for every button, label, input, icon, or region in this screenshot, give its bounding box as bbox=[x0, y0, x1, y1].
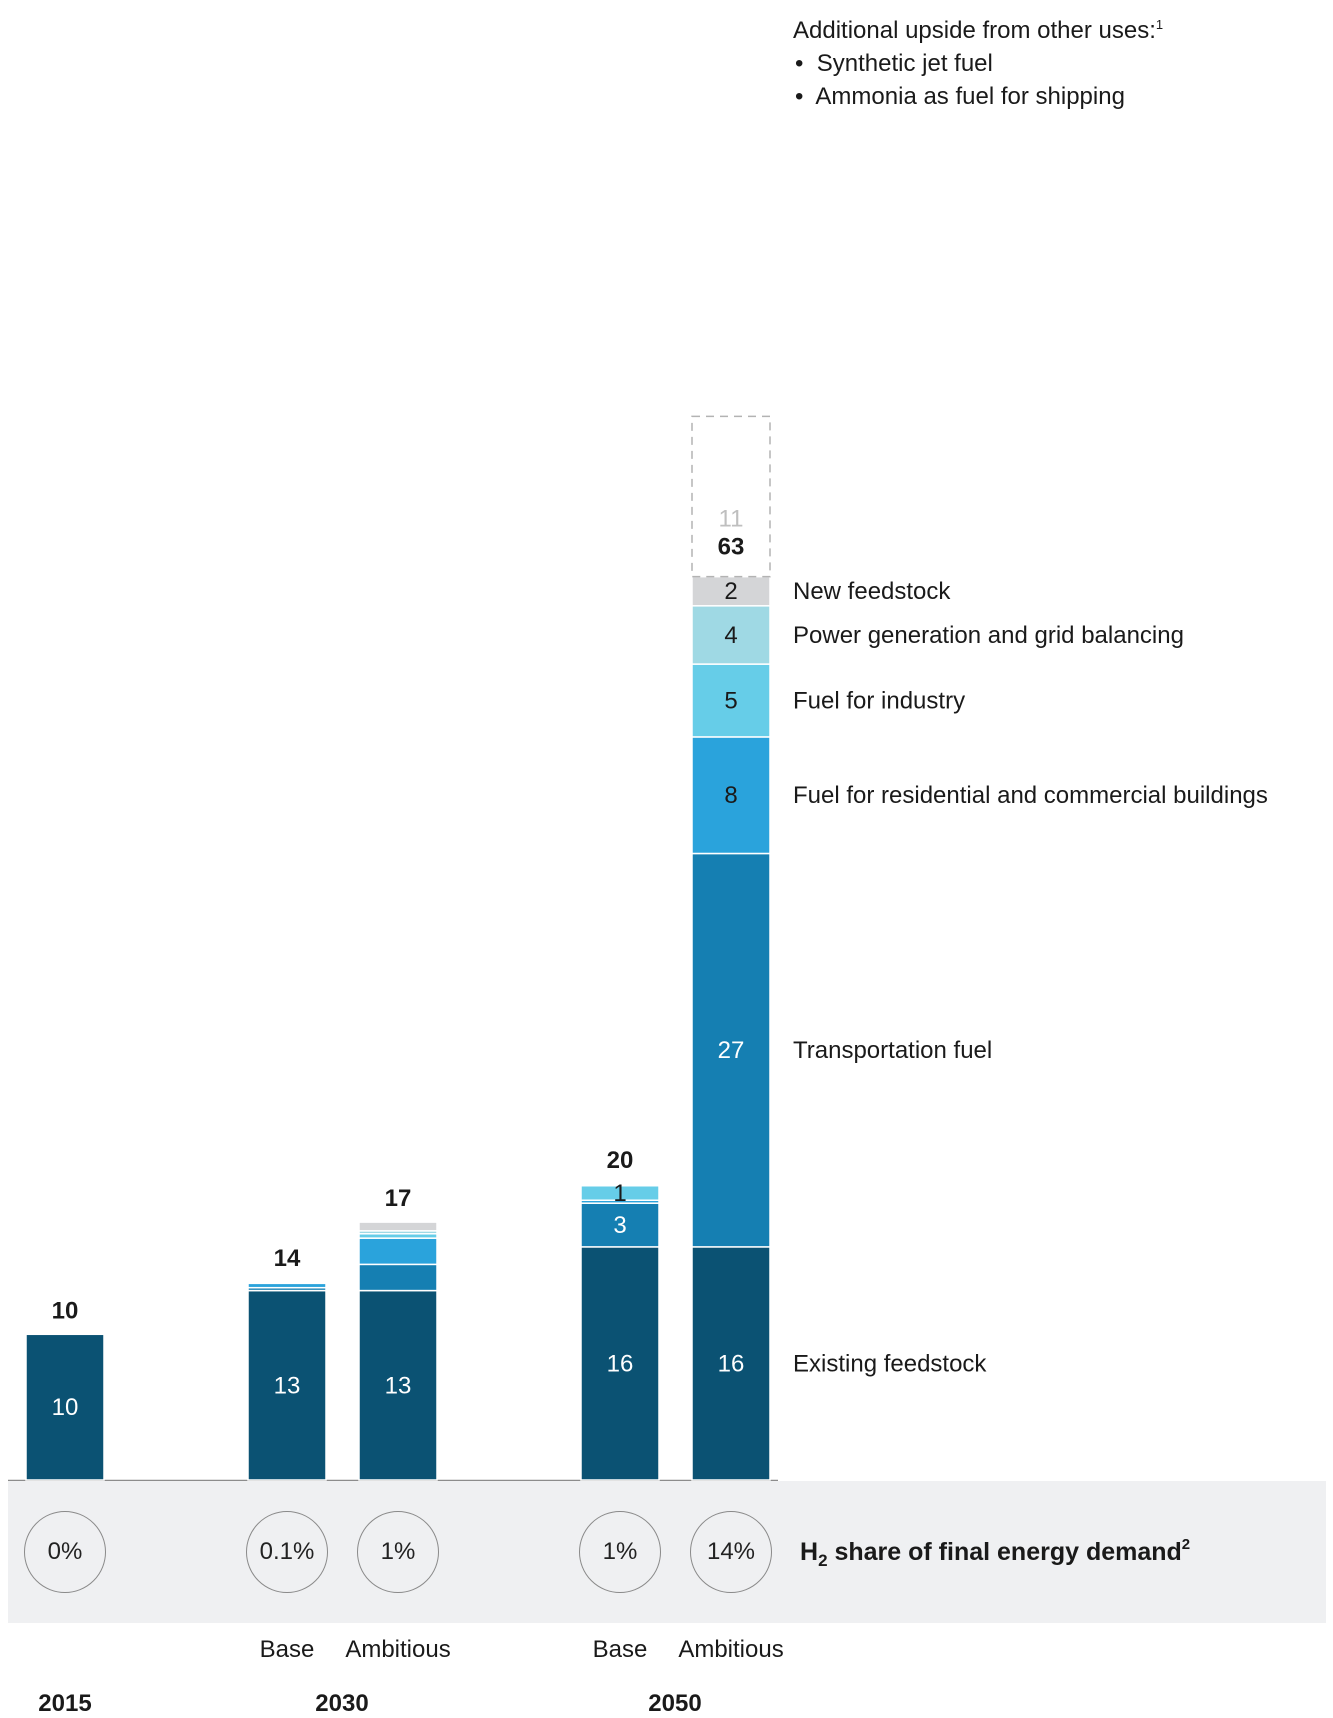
bar-segment bbox=[25, 1333, 105, 1481]
segment-value-label: 27 bbox=[718, 1037, 745, 1064]
segment-value-label: 8 bbox=[724, 782, 737, 809]
segment-value-label: 10 bbox=[52, 1394, 79, 1421]
series-name-label: Fuel for residential and commercial buil… bbox=[793, 782, 1268, 809]
h2-share-circle: 1% bbox=[357, 1511, 439, 1593]
year-label: 2030 bbox=[315, 1690, 369, 1717]
bar-segment bbox=[247, 1289, 327, 1481]
h2-share-band bbox=[8, 1481, 1326, 1623]
year-label: 2015 bbox=[38, 1690, 92, 1717]
category-label: Ambitious bbox=[678, 1636, 784, 1663]
series-labels-layer: Existing feedstock Transportation fuel Fue… bbox=[793, 578, 1268, 1377]
h2-share-circle: 0.1% bbox=[246, 1511, 328, 1593]
series-name-label: New feedstock bbox=[793, 578, 951, 605]
category-label: Base bbox=[592, 1636, 648, 1663]
category-label: Base bbox=[259, 1636, 315, 1663]
segment-value-label: 13 bbox=[274, 1372, 301, 1399]
bar-segment bbox=[691, 1246, 771, 1481]
segment-value-label: 2 bbox=[724, 578, 737, 605]
segment-value-label: 3 bbox=[613, 1212, 626, 1239]
series-name-label: Fuel for industry bbox=[793, 688, 965, 715]
bar-segment bbox=[358, 1289, 438, 1481]
series-name-label: Existing feedstock bbox=[793, 1350, 987, 1377]
upside-value-label: 11 bbox=[719, 505, 744, 532]
bar-segment bbox=[691, 605, 771, 665]
total-label: 10 bbox=[52, 1297, 79, 1324]
bar-segment bbox=[358, 1263, 438, 1292]
bars-layer: 10 13 13 16 3 1 16 27 8 5 4 2 11 10 14 17 20 63 bbox=[8, 415, 778, 1482]
h2-share-circle: 1% bbox=[579, 1511, 661, 1593]
upside-bullet: Ammonia as fuel for shipping bbox=[815, 83, 1125, 110]
segment-value-label: 5 bbox=[724, 688, 737, 715]
segment-value-label: 4 bbox=[724, 622, 737, 649]
bar-segment bbox=[691, 852, 771, 1248]
segment-value-label: 13 bbox=[385, 1372, 412, 1399]
total-label: 17 bbox=[385, 1185, 412, 1212]
bar-segment bbox=[358, 1237, 438, 1266]
upside-bullet: Synthetic jet fuel bbox=[816, 50, 993, 77]
upside-footnote-marker: 1 bbox=[1155, 17, 1164, 32]
upside-heading: Additional upside from other uses: bbox=[793, 17, 1156, 44]
segment-value-label: 16 bbox=[607, 1350, 634, 1377]
bar-segment bbox=[691, 663, 771, 738]
series-name-label: Transportation fuel bbox=[793, 1037, 992, 1064]
bar-segment bbox=[691, 575, 771, 607]
bar-segment bbox=[580, 1183, 660, 1187]
bar-segment bbox=[247, 1281, 327, 1285]
upside-note: Additional upside from other uses:1 • Sy… bbox=[793, 17, 1164, 110]
bar-segment bbox=[691, 736, 771, 855]
total-label: 63 bbox=[718, 534, 745, 561]
segment-value-label: 1 bbox=[613, 1180, 626, 1207]
year-label: 2050 bbox=[648, 1690, 702, 1717]
upside-box bbox=[691, 415, 771, 578]
bar-segment bbox=[358, 1221, 438, 1232]
total-label: 14 bbox=[274, 1245, 301, 1272]
h2-share-circle: 0% bbox=[24, 1511, 106, 1593]
total-label: 20 bbox=[607, 1147, 634, 1174]
category-label: Ambitious bbox=[345, 1636, 451, 1663]
series-name-label: Power generation and grid balancing bbox=[793, 622, 1184, 649]
h2-share-circle: 14% bbox=[690, 1511, 772, 1593]
h2-share-label: H2 share of final energy demand2 bbox=[800, 1536, 1191, 1570]
segment-value-label: 16 bbox=[718, 1350, 745, 1377]
